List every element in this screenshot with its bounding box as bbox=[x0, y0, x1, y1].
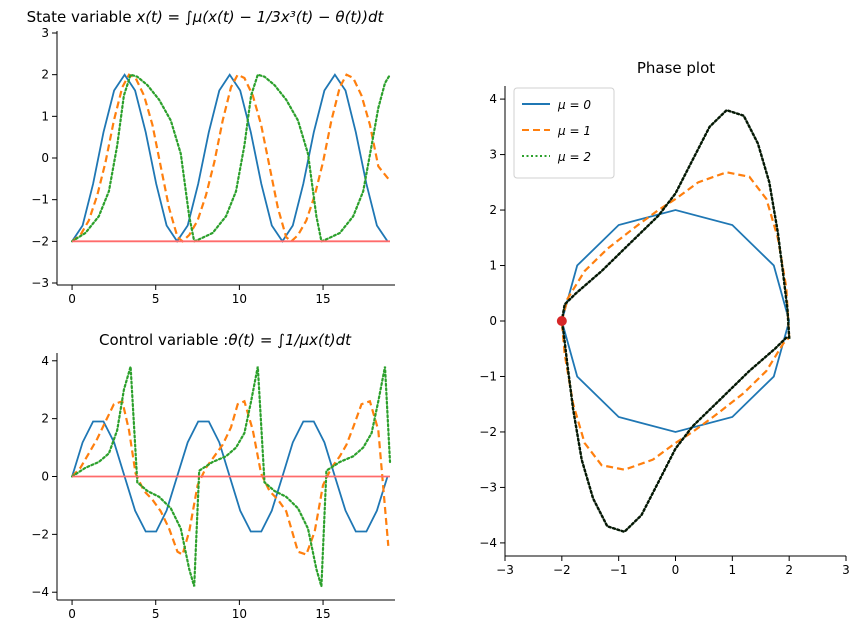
state-y-tick-label: −1 bbox=[31, 193, 49, 207]
state-series-line-0 bbox=[71, 73, 389, 243]
phase-x-tick-label: 1 bbox=[729, 563, 737, 577]
control-variable-chart: Control variable :θ(t) = ∫1/μx(t)dt 0 5 10… bbox=[31, 331, 395, 621]
state-y-tick-label: 3 bbox=[41, 26, 49, 40]
control-x-tick-label: 10 bbox=[232, 607, 247, 621]
phase-y-tick-label: 4 bbox=[489, 92, 497, 106]
legend-label: μ = 0 bbox=[557, 98, 591, 112]
phase-x-tick-label: 3 bbox=[842, 563, 850, 577]
control-y-tick-label: 2 bbox=[41, 412, 49, 426]
phase-y-tick-label: −2 bbox=[479, 425, 497, 439]
phase-x-tick-label: −1 bbox=[610, 563, 628, 577]
state-series-line-2 bbox=[71, 73, 392, 243]
control-x-tick-label: 0 bbox=[68, 607, 76, 621]
control-series-line-2 bbox=[71, 366, 392, 587]
state-series-line-1 bbox=[71, 73, 390, 243]
phase-y-tick-label: −1 bbox=[479, 369, 497, 383]
phase-y-tick-label: −3 bbox=[479, 480, 497, 494]
state-chart-title: State variable x(t) = ∫μ(x(t) − 1/3x³(t)… bbox=[27, 8, 385, 26]
phase-x-tick-label: −3 bbox=[496, 563, 514, 577]
state-x-tick-label: 15 bbox=[315, 292, 330, 306]
state-y-tick-label: 2 bbox=[41, 68, 49, 82]
control-series-line-1 bbox=[71, 399, 390, 557]
phase-y-tick-label: 3 bbox=[489, 148, 497, 162]
control-x-tick-label: 15 bbox=[315, 607, 330, 621]
state-title-math: x(t) = ∫μ(x(t) − 1/3x³(t) − θ(t))dt bbox=[135, 8, 384, 26]
phase-series-line-1 bbox=[560, 171, 791, 471]
state-x-tick-label: 0 bbox=[68, 292, 76, 306]
phase-y-tick-label: 0 bbox=[489, 314, 497, 328]
state-y-tick-label: −3 bbox=[31, 276, 49, 290]
legend-label: μ = 1 bbox=[557, 124, 591, 138]
state-y-tick-label: 0 bbox=[41, 151, 49, 165]
phase-series-line-3 bbox=[560, 108, 791, 534]
phase-series-line-0 bbox=[560, 209, 791, 433]
control-y-tick-label: −2 bbox=[31, 527, 49, 541]
phase-x-tick-label: 0 bbox=[672, 563, 680, 577]
phase-chart-title: Phase plot bbox=[637, 59, 715, 77]
phase-legend: μ = 0 μ = 1 μ = 2 bbox=[513, 87, 615, 179]
state-y-tick-label: 1 bbox=[41, 109, 49, 123]
control-title-math: θ(t) = ∫1/μx(t)dt bbox=[228, 331, 352, 349]
legend-frame bbox=[513, 87, 615, 179]
state-y-tick-label: −2 bbox=[31, 234, 49, 248]
legend-label: μ = 2 bbox=[557, 150, 591, 164]
state-x-tick-label: 5 bbox=[152, 292, 160, 306]
phase-x-tick-label: −2 bbox=[553, 563, 571, 577]
phase-y-tick-label: −4 bbox=[479, 536, 497, 550]
state-x-tick-label: 10 bbox=[232, 292, 247, 306]
phase-start-point-0 bbox=[556, 316, 567, 326]
phase-y-tick-label: 2 bbox=[489, 203, 497, 217]
control-chart-title: Control variable :θ(t) = ∫1/μx(t)dt bbox=[99, 331, 352, 349]
state-title-prefix: State variable bbox=[27, 8, 137, 26]
control-x-tick-label: 5 bbox=[152, 607, 160, 621]
control-y-tick-label: 0 bbox=[41, 470, 49, 484]
control-title-prefix: Control variable : bbox=[99, 331, 228, 349]
control-y-tick-label: 4 bbox=[41, 354, 49, 368]
phase-x-tick-label: 2 bbox=[785, 563, 793, 577]
phase-y-tick-label: 1 bbox=[489, 259, 497, 273]
control-y-tick-label: −4 bbox=[31, 585, 49, 599]
state-variable-chart: State variable x(t) = ∫μ(x(t) − 1/3x³(t)… bbox=[27, 8, 395, 306]
